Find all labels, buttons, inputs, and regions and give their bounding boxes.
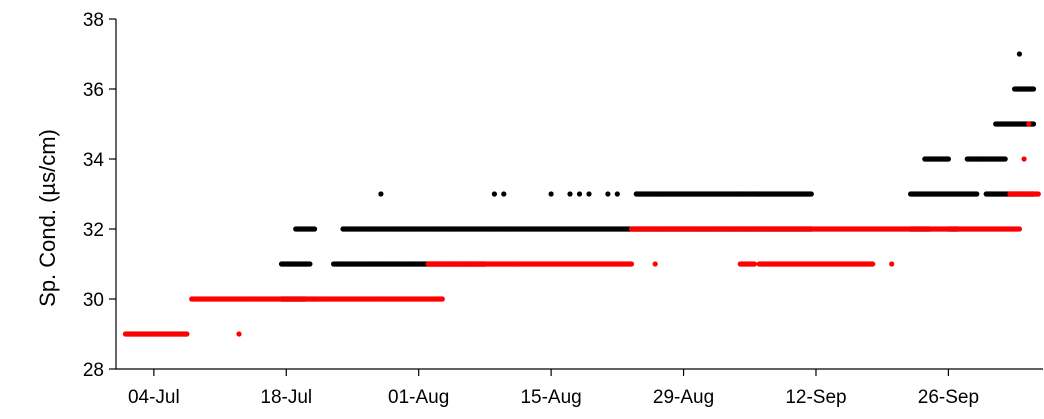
data-point — [945, 156, 952, 162]
data-point — [1030, 121, 1037, 127]
data-point — [576, 191, 583, 197]
data-point — [628, 261, 635, 267]
data-point — [751, 261, 758, 267]
data-point — [1035, 191, 1041, 197]
data-point — [1016, 51, 1023, 57]
data-point — [184, 331, 190, 337]
data-point — [808, 191, 814, 197]
x-tick-label: 29-Aug — [653, 387, 714, 408]
data-point — [614, 191, 620, 197]
axis-ticks: 28 30 32 34 36 38 04-Jul 18-Jul 01-Aug 15-Aug 29-A… — [83, 10, 979, 408]
data-point — [1030, 86, 1037, 92]
y-tick-label: 36 — [83, 80, 104, 101]
y-tick-label: 34 — [83, 150, 105, 171]
x-tick-label: 12-Sep — [785, 387, 846, 408]
axes — [115, 19, 1043, 370]
data-point — [548, 191, 554, 197]
data-point — [501, 191, 507, 197]
y-tick-label: 32 — [83, 220, 104, 241]
data-point — [491, 191, 497, 197]
x-tick-label: 04-Jul — [128, 387, 180, 408]
data-point — [652, 261, 658, 267]
data-point — [1021, 156, 1027, 162]
data-point — [605, 191, 611, 197]
x-tick-label: 01-Aug — [388, 387, 449, 408]
data-point — [889, 261, 895, 267]
data-point — [870, 261, 876, 267]
data-point — [974, 191, 980, 197]
data-point — [737, 191, 743, 197]
data-point — [312, 226, 318, 232]
data-point — [756, 191, 762, 197]
data-point — [586, 191, 592, 197]
data-point — [307, 261, 313, 267]
y-tick-label: 28 — [83, 360, 104, 381]
y-tick-label: 30 — [83, 290, 104, 311]
y-tick-label: 38 — [83, 10, 104, 31]
x-tick-label: 26-Sep — [918, 387, 979, 408]
data-point — [978, 156, 985, 162]
data-point — [1026, 121, 1032, 127]
data-point — [236, 331, 242, 337]
data-point — [439, 296, 445, 302]
data-point — [567, 191, 573, 197]
data-points — [122, 51, 1041, 337]
x-tick-label: 15-Aug — [520, 387, 581, 408]
data-point — [1016, 226, 1023, 232]
y-axis-title: Sp. Cond. (µs/cm) — [35, 129, 60, 307]
x-tick-label: 18-Jul — [260, 387, 312, 408]
data-point — [1002, 156, 1008, 162]
data-point — [378, 191, 384, 197]
